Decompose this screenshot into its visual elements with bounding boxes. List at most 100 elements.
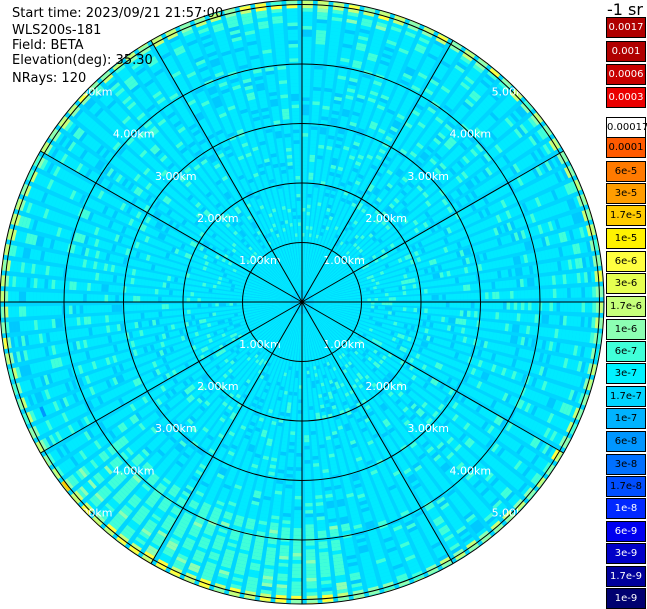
range-gate xyxy=(357,299,361,301)
range-gate xyxy=(584,317,588,328)
range-gate xyxy=(444,279,448,285)
range-gate xyxy=(432,302,436,307)
range-gate xyxy=(424,308,428,313)
range-gate xyxy=(578,302,582,312)
range-gate xyxy=(481,311,485,318)
range-gate xyxy=(460,310,464,316)
range-gate xyxy=(549,289,553,298)
range-gate xyxy=(467,293,471,299)
range-gate xyxy=(564,302,568,312)
range-gate xyxy=(302,90,310,94)
range-gate xyxy=(313,80,321,84)
range-gate xyxy=(467,311,471,317)
range-gate xyxy=(346,304,350,306)
range-gate xyxy=(316,209,320,213)
range-gate xyxy=(302,40,312,44)
range-gate xyxy=(302,172,307,176)
range-gate xyxy=(309,165,314,169)
range-gate xyxy=(449,294,453,300)
range-gate xyxy=(405,285,409,289)
range-gate xyxy=(302,197,306,201)
range-gate xyxy=(482,302,486,309)
range-gate xyxy=(397,281,401,285)
range-gate xyxy=(491,282,495,289)
range-gate xyxy=(316,213,320,217)
range-gate xyxy=(464,302,468,308)
range-gate xyxy=(517,302,521,310)
range-gate xyxy=(312,115,319,119)
range-gate xyxy=(438,287,442,292)
range-gate xyxy=(316,41,326,45)
range-gate xyxy=(302,122,309,126)
range-gate xyxy=(311,133,317,137)
range-gate xyxy=(304,258,306,262)
range-gate xyxy=(539,302,543,311)
range-gate xyxy=(364,299,368,301)
range-gate xyxy=(410,302,414,306)
range-gate xyxy=(315,55,324,59)
range-gate xyxy=(392,307,396,311)
range-gate xyxy=(307,212,310,216)
range-gate xyxy=(399,291,403,295)
range-gate xyxy=(442,287,446,293)
range-gate xyxy=(388,288,392,292)
range-gate xyxy=(305,233,308,237)
range-gate xyxy=(412,319,416,324)
range-gate xyxy=(307,201,311,205)
range-gate xyxy=(403,291,407,295)
range-gate xyxy=(356,296,360,298)
range-gate xyxy=(510,302,514,310)
range-gate xyxy=(302,190,306,194)
range-gate xyxy=(428,309,432,314)
range-gate xyxy=(302,108,309,112)
range-gate xyxy=(463,285,467,291)
range-gate xyxy=(402,313,406,317)
range-gate xyxy=(492,312,496,319)
range-gate xyxy=(302,54,311,58)
range-gate xyxy=(408,319,412,324)
range-gate xyxy=(474,293,478,300)
range-gate xyxy=(453,310,457,316)
range-gate xyxy=(541,315,545,324)
range-gate xyxy=(488,282,492,289)
range-gate xyxy=(302,101,309,105)
range-gate xyxy=(427,315,431,320)
range-gate xyxy=(452,286,456,292)
range-gate xyxy=(313,198,317,202)
range-gate xyxy=(314,187,319,191)
range-gate xyxy=(313,194,317,198)
range-gate xyxy=(435,295,439,300)
range-gate xyxy=(591,317,595,328)
range-gate xyxy=(312,201,316,205)
range-gate xyxy=(552,315,556,324)
range-gate xyxy=(581,317,585,328)
range-gate xyxy=(302,47,311,51)
range-gate xyxy=(445,287,449,293)
range-gate xyxy=(389,307,393,310)
range-gate xyxy=(349,297,353,299)
range-gate xyxy=(392,297,396,300)
range-gate xyxy=(302,62,311,66)
range-gate xyxy=(306,215,309,219)
range-gate xyxy=(357,305,361,307)
range-gate xyxy=(403,302,407,306)
range-gate xyxy=(532,302,536,311)
range-gate xyxy=(523,278,527,286)
range-gate xyxy=(311,126,318,130)
range-gate xyxy=(467,284,471,290)
range-gate xyxy=(302,12,313,16)
range-gate xyxy=(445,317,449,323)
range-gate xyxy=(592,287,596,298)
range-gate xyxy=(409,313,413,317)
range-gate xyxy=(563,288,567,298)
range-gate xyxy=(506,313,510,321)
range-gate xyxy=(506,280,510,288)
range-gate xyxy=(316,33,326,37)
range-gate xyxy=(312,105,319,109)
range-gate xyxy=(506,291,510,299)
range-gate xyxy=(395,312,399,316)
range-gate xyxy=(409,285,413,289)
range-gate xyxy=(403,297,407,301)
range-gate xyxy=(460,294,464,300)
range-gate xyxy=(445,310,449,316)
